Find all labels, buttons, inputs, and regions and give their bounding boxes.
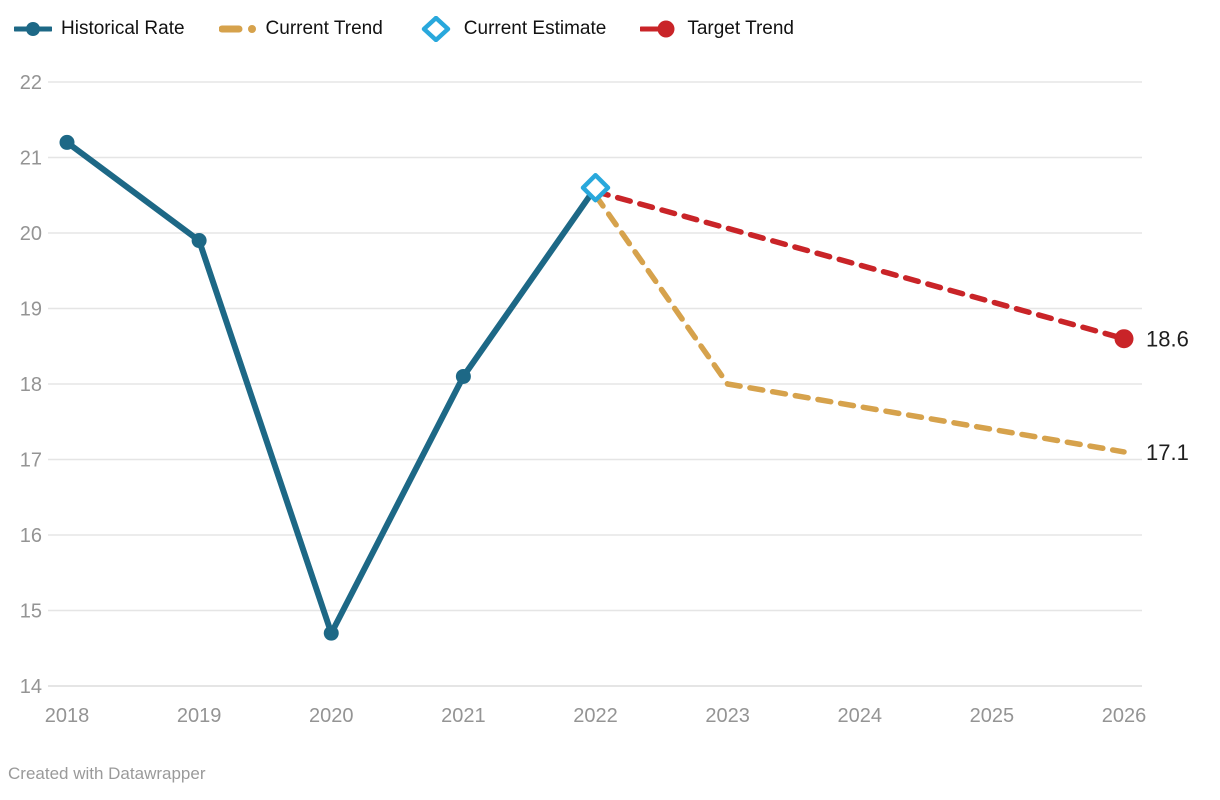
legend-marker-dash-dot-icon [218, 25, 256, 33]
x-tick-label: 2019 [177, 705, 222, 727]
y-tick-label: 21 [20, 148, 42, 170]
x-tick-label: 2023 [705, 705, 750, 727]
x-tick-label: 2026 [1102, 705, 1147, 727]
end-value-label-current-trend: 17.1 [1146, 440, 1189, 465]
end-value-label-target-trend: 18.6 [1146, 327, 1189, 352]
x-tick-label: 2020 [309, 705, 354, 727]
legend-label: Target Trend [687, 18, 794, 39]
legend-item-current-trend: Current Trend [218, 16, 383, 42]
y-tick-label: 17 [20, 450, 42, 472]
y-tick-label: 20 [20, 223, 42, 245]
legend-label: Historical Rate [61, 18, 185, 39]
data-point-historical-rate [59, 134, 75, 150]
legend-dot [26, 22, 40, 36]
x-tick-label: 2018 [45, 705, 90, 727]
legend-label: Current Estimate [463, 18, 607, 39]
legend-marker-line-dot-icon [14, 22, 52, 36]
y-tick-label: 22 [20, 72, 42, 94]
end-point-target-trend [1114, 329, 1134, 349]
data-point-historical-rate [323, 625, 339, 641]
series-line-historical-rate [64, 139, 599, 637]
chart-legend: Historical Rate Current Trend Current Esti… [14, 16, 794, 42]
legend-item-target-trend: Target Trend [640, 16, 794, 42]
series-line-target-trend [592, 188, 1127, 342]
y-tick-label: 19 [20, 299, 42, 321]
legend-label: Current Trend [265, 18, 383, 39]
legend-item-current-estimate: Current Estimate [417, 16, 607, 42]
legend-diamond [421, 16, 451, 42]
legend-dot [657, 20, 675, 38]
legend-marker-diamond-icon [421, 16, 451, 42]
x-tick-label: 2022 [573, 705, 618, 727]
y-tick-label: 14 [20, 676, 42, 698]
legend-dot [247, 25, 256, 33]
x-tick-label: 2024 [838, 705, 883, 727]
x-tick-label: 2025 [970, 705, 1015, 727]
data-point-historical-rate [455, 368, 471, 384]
series-line-current-trend [592, 192, 1127, 455]
diamond-marker-current-estimate [580, 172, 611, 203]
datawrapper-credit-link[interactable]: Created with Datawrapper [8, 764, 206, 783]
y-tick-label: 18 [20, 374, 42, 396]
legend-item-historical-rate: Historical Rate [14, 16, 185, 42]
y-tick-label: 15 [20, 601, 42, 623]
legend-marker-line-enddot-icon [640, 20, 675, 38]
y-tick-label: 16 [20, 525, 42, 547]
data-point-historical-rate [191, 233, 207, 249]
x-tick-label: 2021 [441, 705, 486, 727]
